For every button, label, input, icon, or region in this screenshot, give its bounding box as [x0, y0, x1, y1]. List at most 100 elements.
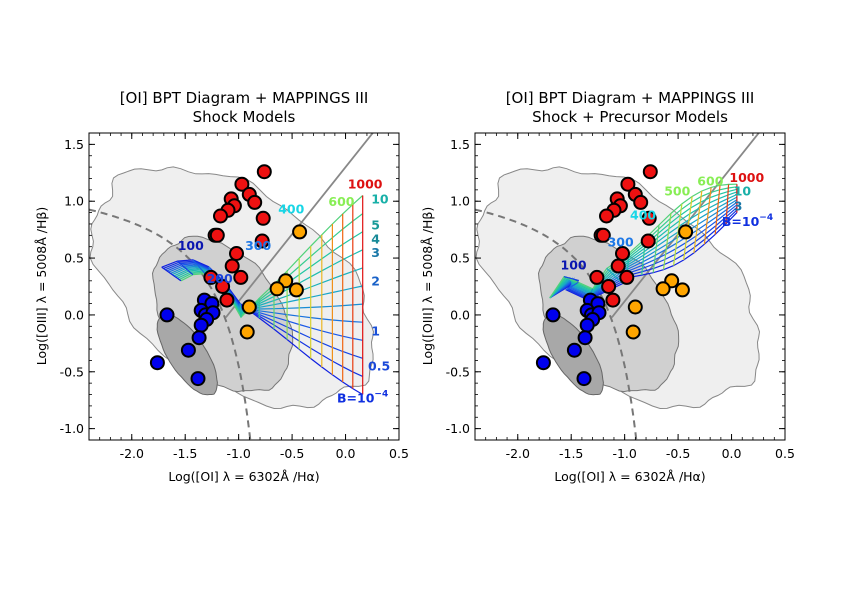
red-point	[254, 233, 270, 249]
model-label: 600	[328, 194, 354, 209]
orange-point	[678, 224, 694, 240]
x-tick-label: 0.0	[336, 446, 356, 461]
blue-point	[193, 317, 209, 333]
orange-point	[269, 281, 285, 297]
blue-point	[159, 307, 175, 323]
red-point	[633, 194, 649, 210]
orange-point	[241, 299, 257, 315]
model-velocity-track	[652, 224, 660, 273]
red-point	[641, 210, 657, 226]
x-tick-label: -1.0	[612, 446, 636, 461]
model-velocity-track	[725, 184, 730, 224]
red-point	[233, 269, 249, 285]
y-tick-label: 0.0	[64, 307, 84, 322]
model-b-track	[549, 209, 738, 300]
model-b-track	[549, 199, 738, 299]
model-label: 100	[178, 238, 204, 253]
model-label: 10	[734, 184, 752, 199]
red-point	[601, 279, 617, 294]
model-b-track	[166, 262, 363, 341]
orange-point	[239, 324, 255, 340]
orange-point	[292, 224, 308, 240]
right-y-axis-label: Log([OIII] λ = 5008Å /Hβ)	[420, 207, 435, 365]
right-x-axis-label: Log([OI] λ = 6302Å /Hα)	[554, 469, 705, 484]
orange-point	[674, 282, 690, 298]
right-data-points	[535, 164, 694, 387]
model-label: 600	[697, 173, 723, 188]
red-point	[215, 279, 231, 294]
x-tick-label: -2.0	[120, 446, 144, 461]
model-label: 200	[207, 271, 233, 286]
model-b-track	[171, 266, 363, 312]
model-velocity-track	[714, 185, 721, 235]
orange-point	[627, 299, 643, 315]
right-ticks: -2.0 -1.5 -1.0 -0.5 0.0 0.5 -1.0 -0.5 0.0 0.5 1.0 1…	[446, 132, 795, 461]
model-label: 3	[371, 245, 380, 260]
model-label: 3	[734, 198, 743, 213]
left-seyfert-liner-line	[225, 133, 374, 318]
model-label: 4	[371, 231, 380, 246]
left-y-axis-label: Log([OIII] λ = 5008Å /Hβ)	[34, 207, 49, 365]
red-point	[229, 246, 244, 261]
model-label: 10	[371, 192, 389, 207]
model-b-track	[549, 193, 738, 299]
model-velocity-track	[703, 187, 712, 245]
y-tick-label: 0.0	[450, 307, 470, 322]
red-point	[203, 269, 219, 285]
model-b-track	[549, 186, 737, 299]
model-velocity-track	[693, 190, 703, 253]
y-tick-label: -1.0	[60, 421, 84, 436]
x-tick-label: -1.5	[173, 446, 197, 461]
model-label: 400	[278, 202, 304, 217]
blue-point	[577, 330, 593, 346]
right-panel: [OI] BPT Diagram + MAPPINGS III Shock + …	[420, 89, 795, 484]
right-model-grid	[549, 183, 738, 301]
model-label: 1000	[348, 177, 383, 192]
model-velocity-track	[563, 276, 579, 281]
model-b-track	[549, 201, 738, 299]
model-label: 500	[664, 184, 690, 199]
model-velocity-track	[662, 213, 672, 270]
red-point	[619, 269, 635, 285]
blue-point	[180, 342, 196, 358]
model-label: 2	[371, 273, 380, 288]
orange-point	[655, 281, 671, 297]
left-ticks: -2.0 -1.5 -1.0 -0.5 0.0 0.5 -1.0 -0.5 0.0 0.5 1.0 1…	[60, 132, 409, 461]
x-tick-label: 0.5	[775, 446, 795, 461]
red-point	[213, 208, 228, 224]
model-label: 5	[371, 218, 380, 233]
red-point	[247, 194, 263, 210]
model-b-track	[161, 259, 364, 396]
model-velocity-track	[161, 266, 182, 282]
x-tick-label: -0.5	[280, 446, 304, 461]
orange-point	[625, 324, 641, 340]
model-b-track	[549, 196, 738, 299]
x-tick-label: -1.5	[559, 446, 583, 461]
model-b-track	[168, 264, 363, 323]
x-tick-label: -1.0	[226, 446, 250, 461]
model-label: 1000	[729, 170, 764, 185]
x-tick-label: 0.5	[389, 446, 409, 461]
orange-point	[288, 282, 304, 298]
left-kewley-curve	[89, 208, 252, 440]
right-title-line1: [OI] BPT Diagram + MAPPINGS III	[506, 89, 755, 107]
blue-point	[576, 371, 592, 387]
blue-point	[579, 317, 595, 333]
blue-point	[535, 355, 551, 371]
red-point	[599, 208, 614, 224]
exponent-label: −4	[759, 213, 773, 223]
model-b-track	[164, 261, 363, 359]
left-data-points	[149, 164, 308, 387]
left-title-line1: [OI] BPT Diagram + MAPPINGS III	[120, 89, 369, 107]
red-point	[640, 233, 656, 249]
red-point	[642, 164, 658, 180]
model-label: 1	[371, 323, 380, 338]
model-b-track	[549, 183, 737, 299]
x-tick-label: -0.5	[666, 446, 690, 461]
right-kewley-curve	[475, 208, 638, 440]
model-velocity-track	[673, 203, 683, 266]
blue-point	[545, 307, 561, 323]
red-point	[255, 210, 271, 226]
y-tick-label: -0.5	[446, 364, 470, 379]
